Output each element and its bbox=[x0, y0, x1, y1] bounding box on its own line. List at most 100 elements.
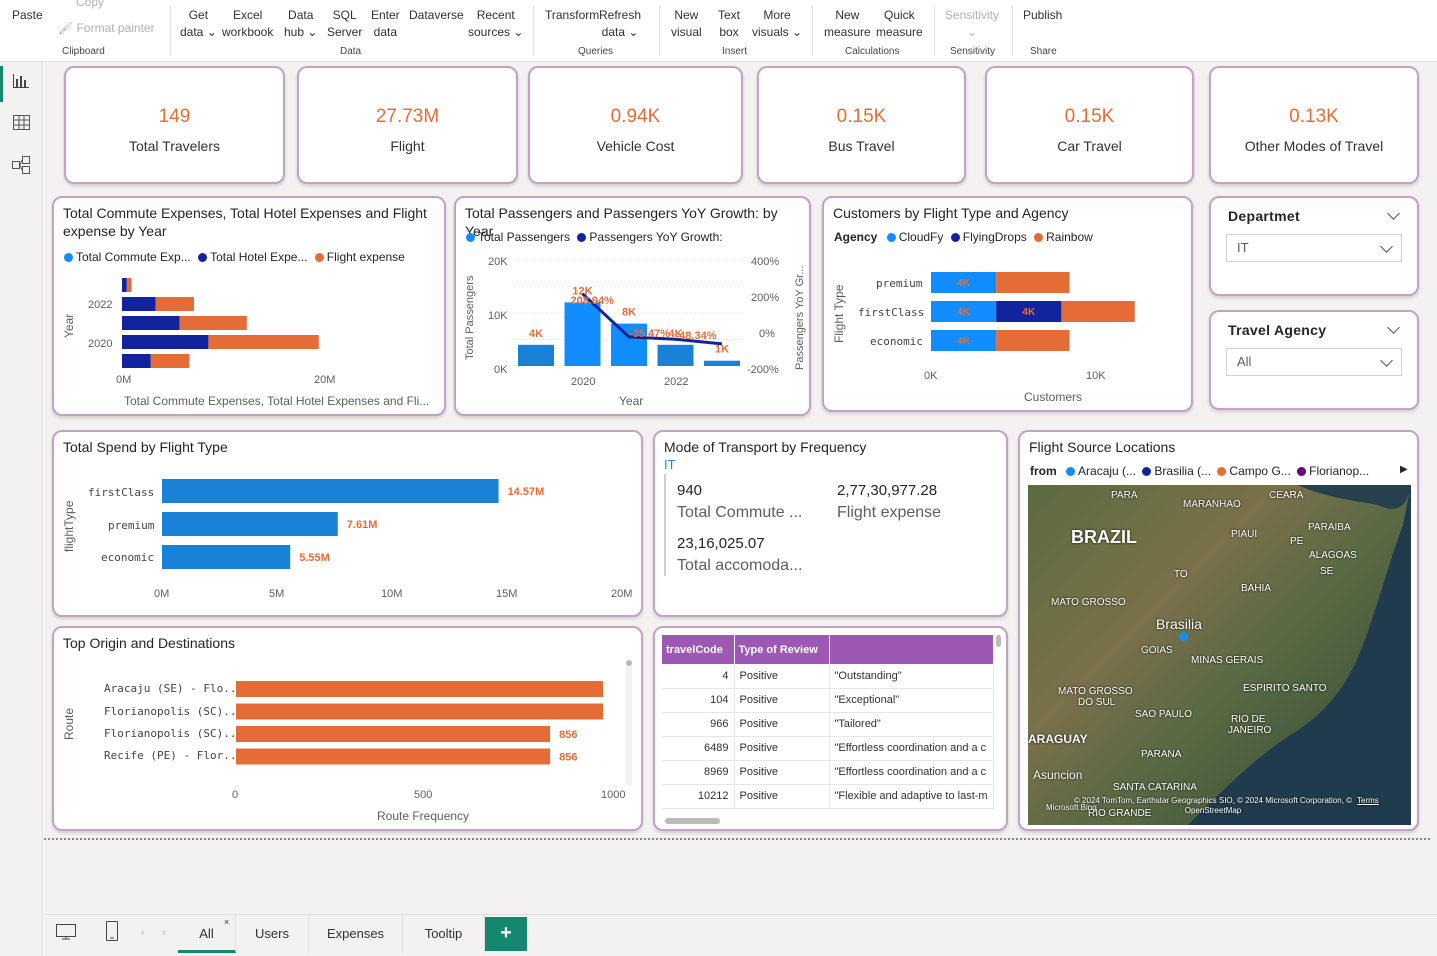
expense-bar bbox=[150, 354, 190, 368]
add-page-button[interactable]: + bbox=[485, 917, 527, 951]
tab-tooltip[interactable]: Tooltip bbox=[403, 915, 485, 953]
expense-bar bbox=[126, 278, 132, 292]
chevron-down-icon[interactable] bbox=[1387, 321, 1400, 334]
tab-all[interactable]: All × bbox=[178, 915, 236, 953]
y-axis-label: Route bbox=[62, 707, 76, 740]
data-hub-button[interactable]: Data hub ⌄ bbox=[284, 8, 318, 39]
customer-bar bbox=[996, 330, 1070, 351]
map-label: MINAS GERAIS bbox=[1191, 655, 1264, 666]
get-data-button[interactable]: Get data ⌄ bbox=[180, 8, 217, 39]
kpi-card-other[interactable]: 0.13K Other Modes of Travel bbox=[1209, 66, 1419, 184]
column-header[interactable]: travelCode bbox=[662, 635, 735, 664]
department-slicer[interactable]: Departmet IT bbox=[1209, 196, 1419, 296]
legend-next-icon[interactable]: ▶ bbox=[1400, 464, 1408, 475]
passenger-bar bbox=[704, 360, 740, 366]
excel-workbook-button[interactable]: Excel workbook bbox=[222, 8, 274, 39]
chevron-down-icon[interactable] bbox=[1387, 207, 1400, 220]
format-painter-button[interactable]: 🖌 Format painter bbox=[58, 20, 155, 37]
scroll-right-icon[interactable]: › bbox=[162, 927, 166, 938]
report-view-icon[interactable] bbox=[13, 74, 29, 88]
sensitivity-button[interactable]: Sensitivity ⌄ bbox=[945, 8, 1000, 39]
cell: "Tailored" bbox=[829, 712, 994, 737]
tab-users[interactable]: Users bbox=[236, 915, 309, 953]
horizontal-scrollbar[interactable] bbox=[665, 818, 720, 824]
cell: "Flexible and adaptive to last-m bbox=[829, 784, 994, 809]
table-row[interactable]: 104 Positive "Exceptional" bbox=[662, 688, 994, 713]
yoy-growth-line bbox=[581, 292, 723, 346]
new-measure-button[interactable]: New measure bbox=[824, 8, 871, 39]
y-tick: Aracaju (SE) - Flo... bbox=[104, 682, 244, 695]
enter-data-button[interactable]: Enter data bbox=[371, 8, 400, 39]
table-row[interactable]: 4 Positive "Outstanding" bbox=[662, 664, 994, 689]
kpi-card-car[interactable]: 0.15K Car Travel bbox=[985, 66, 1194, 184]
travel-agency-slicer[interactable]: Travel Agency All bbox=[1209, 310, 1419, 410]
refresh-button[interactable]: Refresh data ⌄ bbox=[599, 8, 642, 39]
tab-expenses[interactable]: Expenses bbox=[309, 915, 403, 953]
bar-data-label: 7.61M bbox=[347, 519, 378, 531]
recent-sources-button[interactable]: Recent sources ⌄ bbox=[468, 8, 524, 39]
location-marker[interactable] bbox=[1179, 632, 1188, 641]
new-visual-button[interactable]: New visual bbox=[671, 8, 702, 39]
text-box-button[interactable]: Text box bbox=[718, 8, 741, 39]
vertical-scrollbar[interactable] bbox=[996, 635, 1001, 647]
table-row[interactable]: 6489 Positive "Effortless coordination and… bbox=[662, 736, 994, 761]
kpi-value: 149 bbox=[158, 106, 191, 127]
map-label: GOIAS bbox=[1141, 645, 1173, 656]
close-icon[interactable]: × bbox=[224, 917, 230, 927]
tab-label: All bbox=[199, 926, 214, 941]
table-row[interactable]: 8969 Positive "Effortless coordination and… bbox=[662, 760, 994, 785]
scroll-left-icon[interactable]: ‹ bbox=[141, 927, 145, 938]
quick-measure-button[interactable]: Quick measure bbox=[876, 8, 923, 39]
model-view-icon[interactable] bbox=[12, 156, 31, 174]
terms-link[interactable]: Terms bbox=[1357, 796, 1379, 805]
kpi-card-bus[interactable]: 0.15K Bus Travel bbox=[757, 66, 966, 184]
scrollbar-track[interactable] bbox=[626, 660, 632, 786]
chart-title: Total Commute Expenses, Total Hotel Expe… bbox=[63, 205, 427, 239]
desktop-layout-icon[interactable] bbox=[56, 924, 76, 940]
passengers-by-year-chart[interactable]: Total Passengers and Passengers YoY Grow… bbox=[454, 196, 811, 416]
spend-bar bbox=[162, 545, 291, 569]
publish-button[interactable]: Publish bbox=[1023, 8, 1063, 22]
scrollbar-thumb[interactable] bbox=[626, 660, 632, 666]
passenger-bar bbox=[518, 344, 554, 366]
flight-source-map[interactable]: Flight Source Locations from Aracaju (..… bbox=[1018, 430, 1419, 831]
legend-dot bbox=[1297, 467, 1307, 476]
sql-server-button[interactable]: SQL Server bbox=[327, 8, 363, 39]
metric-label: Flight expense bbox=[837, 504, 942, 521]
copy-button[interactable]: Copy bbox=[76, 0, 105, 9]
bing-logo: Microsoft Bing bbox=[1046, 803, 1097, 812]
column-header[interactable]: Type of Review bbox=[734, 635, 830, 664]
department-dropdown[interactable]: IT bbox=[1226, 234, 1402, 262]
y-tick: 2022 bbox=[88, 299, 113, 311]
kpi-card-vehicle[interactable]: 0.94K Vehicle Cost bbox=[528, 66, 743, 184]
table-view-icon[interactable] bbox=[13, 115, 30, 130]
spend-by-flight-type-chart[interactable]: Total Spend by Flight Type flightType fi… bbox=[52, 430, 643, 617]
y-tick: Florianopolis (SC)... bbox=[104, 727, 244, 740]
legend-item: Flight expense bbox=[326, 250, 405, 264]
customers-by-flight-type-chart[interactable]: Customers by Flight Type and Agency Agen… bbox=[822, 196, 1193, 412]
map-label: CEARA bbox=[1269, 490, 1304, 501]
table-row[interactable]: 10212 Positive "Flexible and adaptive to l… bbox=[662, 784, 994, 809]
table-row[interactable]: 966 Positive "Tailored" bbox=[662, 712, 994, 737]
map-legend: from Aracaju (... Brasilia (... Campo G.… bbox=[1030, 464, 1369, 478]
dataverse-button[interactable]: Dataverse bbox=[409, 8, 464, 22]
top-routes-chart[interactable]: Top Origin and Destinations Route Aracaj… bbox=[52, 626, 643, 831]
column-header[interactable] bbox=[829, 635, 994, 664]
more-visuals-button[interactable]: More visuals ⌄ bbox=[752, 8, 803, 39]
chart-legend: Total Passengers Passengers YoY Growth: bbox=[466, 230, 723, 244]
kpi-card-flight[interactable]: 27.73M Flight bbox=[297, 66, 518, 184]
ribbon-divider bbox=[934, 6, 935, 56]
group-data: Data bbox=[340, 46, 362, 57]
travel-agency-dropdown[interactable]: All bbox=[1226, 348, 1402, 376]
transform-data-button[interactable]: Transform bbox=[545, 8, 600, 22]
paste-button[interactable]: Paste bbox=[12, 8, 43, 22]
review-table-card[interactable]: travelCode Type of Review 4 Positive "Outs… bbox=[653, 626, 1008, 831]
mobile-layout-icon[interactable] bbox=[106, 921, 118, 941]
map-canvas[interactable]: PARA MARANHAO CEARA BRAZIL PIAUI PARAIBA… bbox=[1028, 485, 1411, 825]
map-label: PARAIBA bbox=[1308, 522, 1351, 533]
bar-data-label: 4K bbox=[1022, 307, 1036, 318]
kpi-card-travelers[interactable]: 149 Total Travelers bbox=[64, 66, 285, 184]
legend-dot bbox=[577, 233, 587, 242]
mode-of-transport-card[interactable]: Mode of Transport by Frequency IT 940 To… bbox=[653, 430, 1008, 617]
expenses-by-year-chart[interactable]: Total Commute Expenses, Total Hotel Expe… bbox=[52, 196, 446, 416]
